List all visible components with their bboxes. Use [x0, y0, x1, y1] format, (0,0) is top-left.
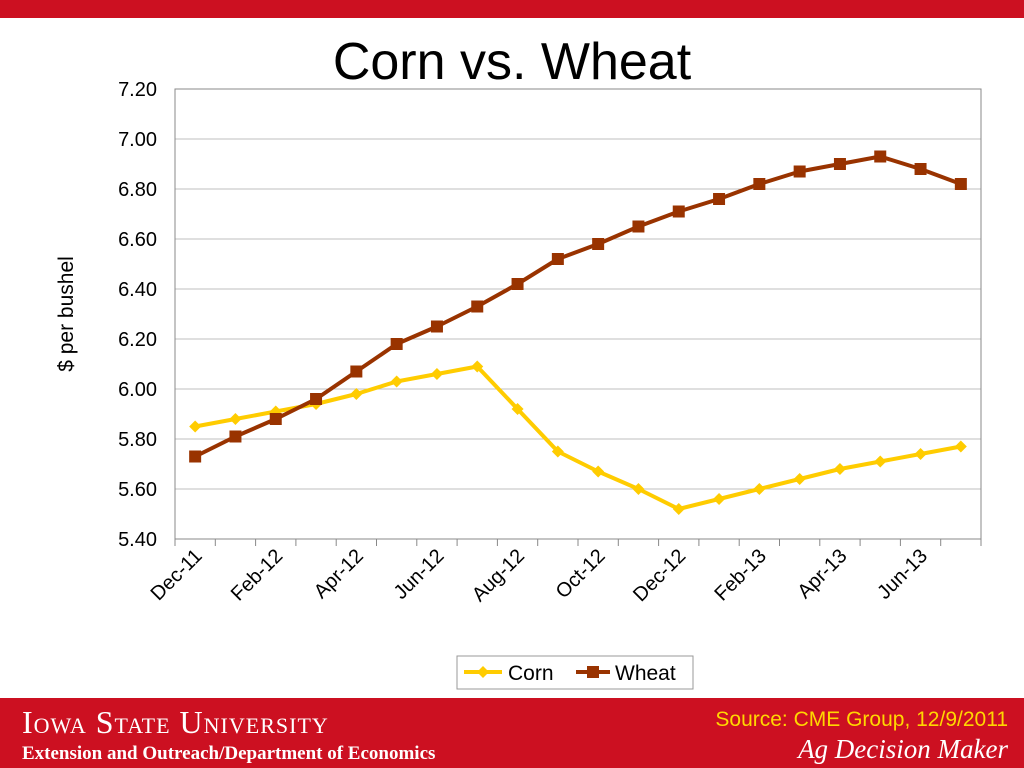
x-tick-label: Feb-13: [711, 545, 771, 605]
legend-wheat-label: Wheat: [615, 662, 676, 685]
data-point-corn: [592, 465, 605, 478]
data-point-wheat: [793, 165, 806, 178]
series-line-wheat: [194, 154, 962, 459]
x-tick-label: Apr-13: [793, 545, 851, 603]
data-point-corn: [914, 448, 927, 460]
data-point-corn: [753, 483, 766, 495]
data-point-corn: [632, 483, 645, 495]
data-point-corn: [793, 473, 806, 485]
data-point-corn: [390, 375, 403, 388]
data-point-wheat: [430, 320, 443, 333]
data-point-corn: [511, 403, 524, 415]
top-accent-bar: [0, 0, 1024, 18]
data-point-wheat: [229, 430, 242, 443]
data-point-corn: [551, 445, 564, 458]
x-tick-label: Jun-12: [390, 545, 449, 604]
legend: Corn Wheat: [456, 655, 694, 690]
x-tick-label: Aug-12: [468, 545, 529, 606]
y-tick-label: 6.40: [118, 279, 157, 301]
university-name: Iowa State University: [22, 704, 329, 740]
data-point-wheat: [954, 178, 967, 190]
data-point-corn: [833, 463, 846, 475]
slide-title: Corn vs. Wheat: [332, 33, 692, 91]
data-point-wheat: [753, 178, 766, 190]
data-point-corn: [471, 360, 484, 373]
line-chart: 7.20 7.00 6.80 6.60 6.40 6.20 6.00 5.80 5.60 5.40…: [55, 79, 982, 690]
footer-bar: [0, 698, 1024, 768]
data-point-wheat: [471, 300, 484, 313]
data-point-wheat: [632, 220, 645, 233]
y-tick-label: 5.80: [118, 429, 157, 451]
x-tick-label: Oct-12: [552, 545, 610, 603]
department-name: Extension and Outreach/Department of Eco…: [22, 743, 436, 764]
data-point-corn: [672, 503, 685, 515]
x-tick-label: Apr-12: [310, 545, 368, 603]
data-point-corn: [874, 455, 887, 468]
axis-layer: 7.20 7.00 6.80 6.60 6.40 6.20 6.00 5.80 5.60 5.40…: [118, 79, 982, 606]
data-point-wheat: [592, 238, 605, 250]
y-tick-label: 5.60: [118, 479, 157, 501]
legend-wheat-marker: [587, 666, 599, 678]
data-point-corn: [350, 388, 363, 400]
x-tick-label: Jun-13: [873, 545, 932, 604]
data-point-wheat: [269, 413, 282, 425]
y-tick-label: 7.00: [118, 129, 157, 151]
data-point-wheat: [350, 365, 363, 378]
plot-area-border: [174, 88, 982, 540]
data-point-wheat: [310, 393, 323, 405]
data-point-wheat: [914, 163, 927, 175]
y-tick-label: 6.00: [118, 379, 157, 401]
y-tick-label: 6.60: [118, 229, 157, 251]
data-point-wheat: [713, 193, 726, 205]
data-point-wheat: [672, 205, 685, 218]
y-tick-label: 6.80: [118, 179, 157, 201]
series-layer: [189, 150, 967, 515]
data-point-corn: [189, 420, 202, 433]
source-note: Source: CME Group, 12/9/2011: [715, 708, 1008, 731]
data-point-wheat: [874, 150, 887, 163]
legend-corn-label: Corn: [508, 662, 554, 685]
y-tick-label: 6.20: [118, 329, 157, 351]
brand-name: Ag Decision Maker: [798, 734, 1008, 764]
data-point-corn: [713, 493, 726, 505]
data-point-wheat: [551, 253, 564, 265]
y-axis-label: $ per bushel: [55, 256, 78, 372]
y-tick-label: 5.40: [118, 529, 157, 551]
data-point-corn: [954, 440, 967, 453]
series-line-corn: [194, 364, 962, 511]
legend-corn-marker: [477, 666, 489, 678]
data-point-wheat: [390, 338, 403, 350]
data-point-wheat: [189, 450, 202, 463]
x-tick-label: Dec-12: [629, 545, 690, 606]
data-point-corn: [229, 413, 242, 425]
data-point-wheat: [833, 158, 846, 170]
x-tick-label: Feb-12: [227, 545, 287, 605]
grid-layer: [175, 88, 981, 540]
data-point-wheat: [511, 278, 524, 290]
y-tick-label: 7.20: [118, 79, 157, 101]
x-tick-label: Dec-11: [147, 545, 207, 605]
data-point-corn: [430, 368, 443, 380]
